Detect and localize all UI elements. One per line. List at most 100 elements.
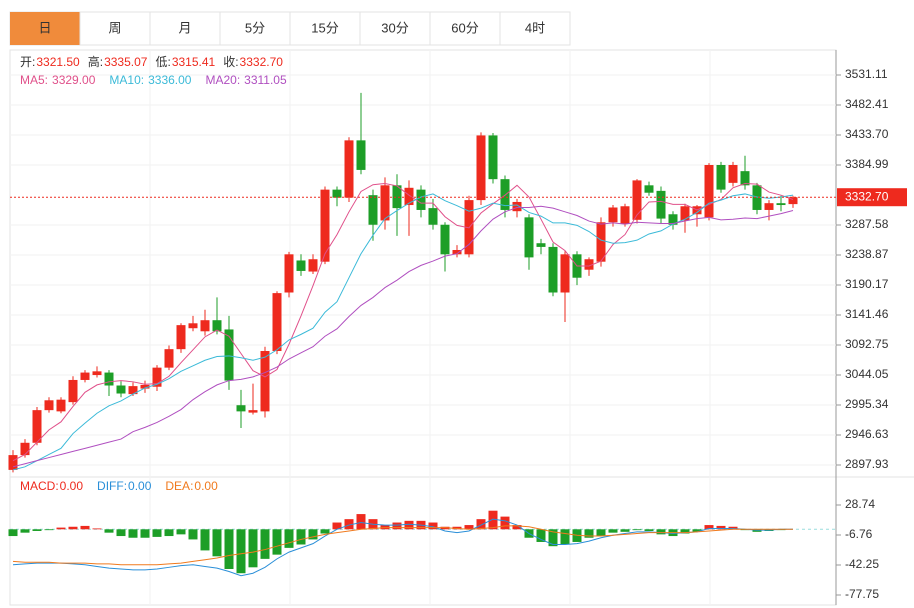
candle-body: [116, 385, 126, 394]
y-tick-label: -6.76: [845, 527, 873, 541]
macd-bar: [8, 529, 18, 537]
macd-bar: [620, 529, 630, 532]
candle-body: [740, 171, 750, 186]
candle-body: [404, 187, 414, 206]
macd-bar: [344, 519, 354, 530]
candle-body: [512, 201, 522, 212]
y-tick-label: 28.74: [845, 497, 875, 511]
candle-body: [236, 405, 246, 412]
candle-body: [284, 254, 294, 293]
candle-body: [416, 189, 426, 210]
macd-bar: [44, 529, 54, 531]
macd-bar: [656, 529, 666, 535]
candle-body: [680, 206, 690, 221]
macd-bar: [68, 526, 78, 530]
y-tick-label: -42.25: [845, 557, 879, 571]
macd-bar: [512, 525, 522, 530]
candle-body: [200, 320, 210, 332]
candle-body: [152, 367, 162, 387]
y-tick-label: 2897.93: [845, 457, 889, 471]
candle-body: [92, 371, 102, 376]
candle-body: [128, 386, 138, 395]
macd-bar: [644, 529, 654, 531]
candle-body: [308, 259, 318, 272]
ohlc-value: 3332.70: [240, 55, 284, 69]
macd-bar: [236, 529, 246, 574]
candle-body: [356, 140, 366, 170]
macd-bar: [488, 510, 498, 530]
macd-bar: [428, 522, 438, 530]
ohlc-label: 收:: [223, 55, 238, 69]
legend-name: MA10:: [109, 73, 144, 87]
macd-bar: [116, 529, 126, 537]
y-tick-label: 3238.87: [845, 247, 889, 261]
macd-bar: [392, 522, 402, 530]
y-tick-label: 3531.11: [845, 67, 888, 81]
macd-bar: [500, 516, 510, 530]
price-tag: [837, 188, 907, 207]
legend-value: 0.00: [194, 479, 218, 493]
legend-value: 0.00: [128, 479, 152, 493]
ma-line: [12, 193, 794, 471]
candle-body: [716, 164, 726, 190]
tab-label[interactable]: 30分: [381, 20, 408, 35]
tab-label[interactable]: 周: [108, 20, 121, 35]
candle-body: [752, 185, 762, 210]
tab-label[interactable]: 15分: [311, 20, 338, 35]
y-tick-label: 3141.46: [845, 307, 889, 321]
y-tick-label: 3190.17: [845, 277, 889, 291]
legend-name: MACD:: [20, 479, 59, 493]
candle-body: [368, 195, 378, 225]
macd-bar: [284, 529, 294, 548]
macd-bar: [260, 529, 270, 559]
y-tick-label: 3287.58: [845, 217, 889, 231]
ohlc-value: 3335.07: [104, 55, 148, 69]
macd-bar: [224, 529, 234, 570]
ma-line: [12, 205, 794, 468]
tab-label[interactable]: 日: [38, 20, 51, 35]
candle-body: [452, 249, 462, 255]
ohlc-label: 开:: [20, 55, 35, 69]
macd-bar: [464, 525, 474, 530]
macd-bar: [80, 525, 90, 530]
tab-label[interactable]: 5分: [245, 20, 265, 35]
macd-line: [12, 525, 793, 566]
candle-body: [248, 410, 258, 413]
legend-value: 0.00: [60, 479, 84, 493]
candle-body: [392, 185, 402, 209]
y-tick-label: 3044.05: [845, 367, 889, 381]
macd-bar: [716, 525, 726, 530]
ohlc-label: 低:: [155, 55, 170, 69]
candle-body: [80, 372, 90, 380]
macd-bar: [188, 529, 198, 540]
active-tab[interactable]: [10, 12, 80, 45]
macd-bar: [584, 529, 594, 538]
candle-body: [476, 135, 486, 201]
candle-body: [620, 206, 630, 224]
macd-bar: [152, 529, 162, 537]
macd-bar: [128, 529, 138, 538]
y-tick-label: 3384.99: [845, 157, 889, 171]
tab-label[interactable]: 月: [178, 20, 191, 35]
tab-label[interactable]: 60分: [451, 20, 478, 35]
candle-body: [524, 217, 534, 258]
macd-bar: [176, 529, 186, 535]
candle-body: [260, 351, 270, 412]
candle-body: [8, 455, 18, 470]
tab-label[interactable]: 4时: [525, 20, 545, 35]
candle-body: [212, 320, 222, 332]
candle-body: [320, 189, 330, 262]
candle-body: [788, 197, 798, 205]
macd-bar: [296, 529, 306, 545]
candle-body: [272, 293, 282, 352]
candle-body: [608, 207, 618, 223]
macd-bar: [272, 529, 282, 555]
candle-body: [776, 203, 786, 206]
candle-body: [140, 384, 150, 389]
macd-bar: [632, 529, 642, 531]
y-tick-label: -77.75: [845, 587, 879, 601]
legend-value: 3311.05: [244, 73, 287, 87]
candle-body: [704, 164, 714, 218]
candle-body: [488, 135, 498, 180]
macd-bar: [56, 527, 66, 530]
